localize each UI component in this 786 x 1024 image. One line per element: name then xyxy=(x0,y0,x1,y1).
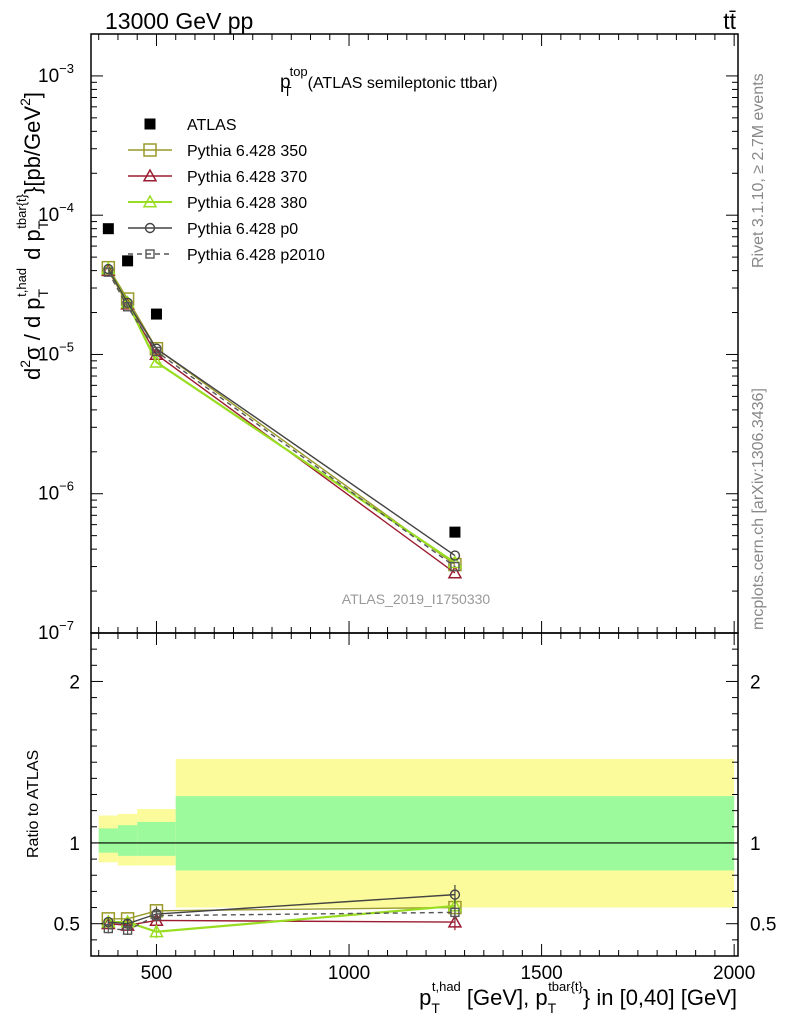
data-point xyxy=(150,308,162,320)
data-point xyxy=(122,925,133,935)
legend-entry: Pythia 6.428 380 xyxy=(128,194,307,212)
legend-label: Pythia 6.428 p0 xyxy=(187,221,298,238)
y-tick-label: 10−7 xyxy=(38,618,74,644)
legend: ATLAS Pythia 6.428 350 Pythia 6.428 370 Pyt… xyxy=(128,117,325,264)
ratio-axis-ticks: 0.5 0.5 1 1 2 2 500 1000 1500 2000 xyxy=(54,633,776,984)
data-point xyxy=(103,923,114,934)
y-tick-label: 10−5 xyxy=(38,339,74,365)
ratio-line xyxy=(108,904,456,933)
energy-label: 13000 GeV pp xyxy=(105,8,253,34)
y-tick-label: 10−3 xyxy=(38,61,74,87)
stat-uncertainty-band xyxy=(137,821,176,856)
data-point xyxy=(142,168,158,182)
ratio-line xyxy=(108,906,455,920)
y-tick-label-right: 1 xyxy=(750,834,761,855)
y-tick-label: 1 xyxy=(69,834,80,855)
y-tick-label: 10−6 xyxy=(38,479,74,505)
data-point xyxy=(447,565,463,579)
data-point xyxy=(149,924,164,938)
legend-entry: Pythia 6.428 350 xyxy=(128,143,307,160)
data-point xyxy=(450,561,460,572)
rivet-label: Rivet 3.1.10, ≥ 2.7M events xyxy=(750,73,767,268)
legend-entry: Pythia 6.428 p2010 xyxy=(128,247,325,264)
legend-entry: Pythia 6.428 p0 xyxy=(128,221,298,238)
data-point xyxy=(447,914,463,928)
series-line xyxy=(107,267,456,566)
legend-label: Pythia 6.428 350 xyxy=(187,143,307,160)
series-line xyxy=(107,271,456,568)
series-atlas xyxy=(102,223,461,538)
ratio-line xyxy=(108,919,455,927)
ratio-plot-area xyxy=(91,758,738,939)
ratio-panel: 0.5 0.5 1 1 2 2 500 1000 1500 2000 Ratio to ATLAS… xyxy=(25,632,776,1016)
data-point xyxy=(145,249,155,259)
main-title: ptop T (ATLAS semileptonic ttbar) xyxy=(280,64,498,99)
main-title-p: p xyxy=(280,72,291,93)
legend-entry: ATLAS xyxy=(144,117,237,134)
main-axis-ticks: 10−3 10−4 10−5 10−6 10−7 xyxy=(38,33,738,644)
data-point xyxy=(449,526,461,538)
data-point xyxy=(151,910,162,921)
data-point xyxy=(122,302,133,312)
ratio-y-axis-label: Ratio to ATLAS xyxy=(25,750,42,858)
x-tick-label: 1500 xyxy=(520,963,562,984)
data-point xyxy=(144,118,156,130)
data-point xyxy=(102,223,114,235)
ratio-line xyxy=(108,911,455,931)
data-point xyxy=(143,143,157,157)
mcplots-label: mcplots.cern.ch [arXiv:1306.3436] xyxy=(750,388,767,630)
y-tick-label-right: 0.5 xyxy=(750,915,776,936)
y-tick-label-right: 2 xyxy=(750,672,761,693)
data-point xyxy=(449,550,461,561)
legend-label: Pythia 6.428 370 xyxy=(187,169,307,186)
legend-label: ATLAS xyxy=(187,117,237,134)
main-y-axis-label: d2σ / d pTt,had d pTtbar{t}}[pb/GeV2] xyxy=(14,92,51,380)
main-panel: 10−3 10−4 10−5 10−6 10−7 ptop T (ATLAS semilep… xyxy=(14,33,739,644)
main-title-sub: T xyxy=(284,84,292,99)
data-point xyxy=(450,907,460,918)
x-tick-label: 1000 xyxy=(328,963,370,984)
x-axis-label: pTt,had [GeV], pTtbar{t}} in [0,40] [GeV… xyxy=(419,979,737,1016)
series-pythia-6-428-p2010 xyxy=(103,267,460,572)
ratio-line xyxy=(108,893,455,925)
main-title-sup: top xyxy=(290,64,308,79)
legend-entry: Pythia 6.428 370 xyxy=(128,168,307,186)
stat-uncertainty-band xyxy=(117,825,138,856)
ratio-series-pythia-6-428-p2010 xyxy=(103,904,460,936)
x-tick-label: 500 xyxy=(141,963,173,984)
data-point xyxy=(122,255,134,267)
y-tick-label: 2 xyxy=(69,672,80,693)
data-point xyxy=(149,354,164,368)
data-point xyxy=(103,267,114,277)
main-plot-area xyxy=(101,223,463,579)
data-point xyxy=(144,222,156,234)
x-tick-label: 2000 xyxy=(713,963,755,984)
stat-uncertainty-band xyxy=(98,828,118,853)
main-title-rest: (ATLAS semileptonic ttbar) xyxy=(308,75,498,92)
series-line xyxy=(107,268,456,557)
stat-uncertainty-band xyxy=(175,796,735,871)
series-pythia-6-428-350 xyxy=(101,260,462,572)
y-tick-label: 0.5 xyxy=(54,915,80,936)
legend-label: Pythia 6.428 p2010 xyxy=(187,247,325,264)
data-point xyxy=(151,346,162,357)
y-tick-label: 10−4 xyxy=(38,200,74,226)
process-label: tt̄ xyxy=(723,8,736,34)
legend-label: Pythia 6.428 380 xyxy=(187,195,307,212)
analysis-watermark: ATLAS_2019_I1750330 xyxy=(342,591,491,607)
data-point xyxy=(142,194,158,208)
data-point xyxy=(449,889,461,900)
